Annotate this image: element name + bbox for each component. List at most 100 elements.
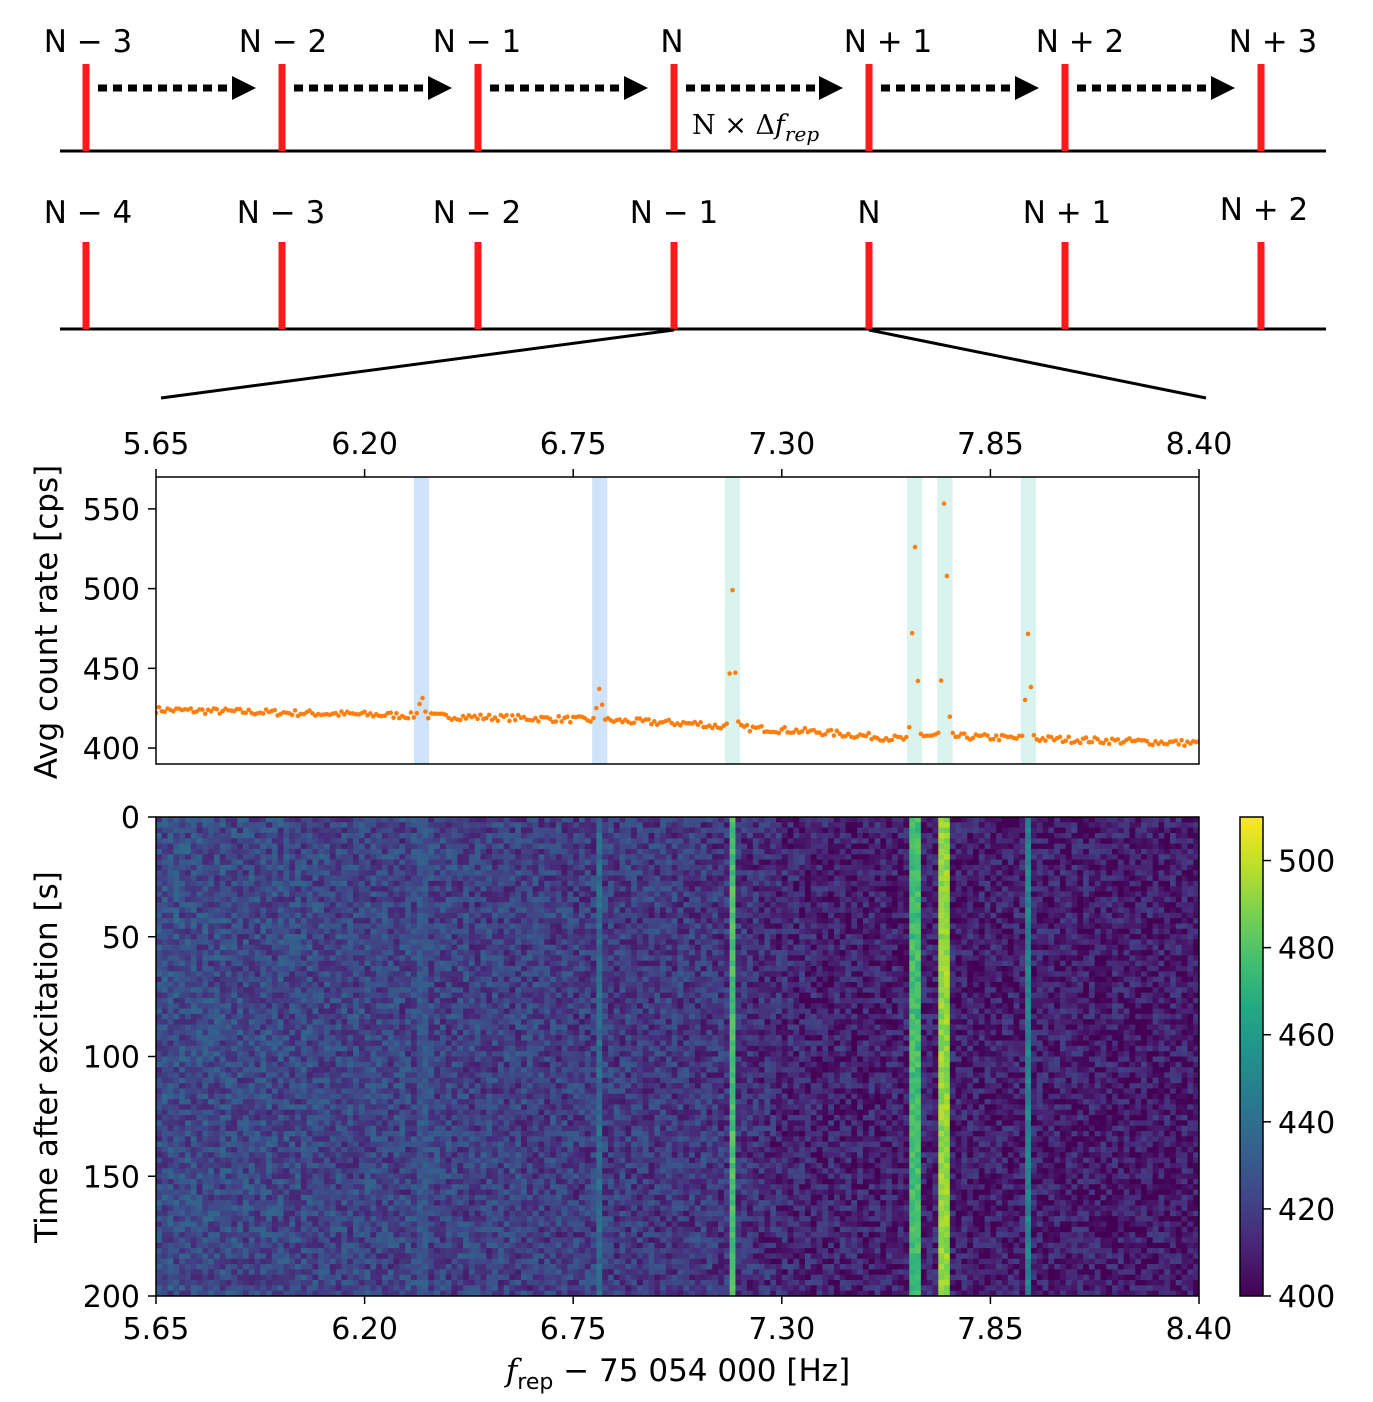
heatmap-cell (1164, 944, 1171, 951)
heatmap-cell (393, 896, 400, 903)
heatmap-cell (393, 875, 400, 882)
heatmap-cell (271, 891, 279, 898)
heatmap-cell (329, 950, 337, 956)
heatmap-cell (260, 944, 267, 951)
heatmap-cell (625, 934, 632, 940)
heatmap-cell (1013, 907, 1020, 914)
heatmap-cell (764, 902, 771, 908)
heatmap-cell (515, 875, 522, 882)
heatmap-cell (486, 923, 493, 930)
heatmap-cell (1059, 870, 1067, 876)
heatmap-cell (619, 944, 626, 951)
heatmap-cell (920, 891, 928, 898)
heatmap-cell (654, 918, 661, 924)
heatmap-cell (277, 944, 284, 951)
heatmap-cell (167, 838, 174, 845)
heatmap-cell (903, 859, 910, 866)
heatmap-cell (1112, 822, 1119, 829)
heatmap-cell (1083, 944, 1090, 951)
heatmap-cell (729, 944, 736, 951)
heatmap-cell (1112, 912, 1119, 919)
heatmap-cell (1059, 934, 1067, 940)
heatmap-cell (1007, 817, 1014, 823)
heatmap-cell (550, 859, 557, 866)
heatmap-cell (978, 848, 985, 855)
heatmap-cell (584, 875, 591, 882)
heatmap-cell (399, 880, 406, 887)
heatmap-cell (1152, 859, 1159, 866)
heatmap-cell (660, 923, 667, 930)
heatmap-cell (208, 875, 215, 882)
heatmap-cell (1048, 923, 1055, 930)
heatmap-cell (515, 928, 522, 935)
heatmap-cell (393, 907, 400, 914)
heatmap-cell (845, 838, 852, 845)
bottom-label-3: N − 2 (433, 195, 522, 231)
heatmap-cell (1181, 817, 1188, 823)
heatmap-cell (920, 902, 928, 908)
heatmap-cell (689, 907, 696, 914)
heatmap-cell (718, 838, 725, 845)
heatmap-cell (764, 944, 771, 951)
heatmap-cell (961, 864, 968, 871)
heatmap-cell (295, 902, 302, 908)
heatmap-cell (735, 822, 742, 829)
heatmap-cell (561, 944, 568, 951)
heatmap-cell (1141, 886, 1148, 892)
heatmap-cell (283, 891, 290, 898)
heatmap-cell (700, 934, 707, 940)
heatmap-cell (1094, 928, 1101, 935)
heatmap-cell (1129, 944, 1136, 951)
heatmap-cell (399, 939, 406, 946)
heatmap-cell (156, 923, 163, 930)
heatmap-cell (1181, 880, 1188, 887)
heatmap-cell (752, 848, 760, 855)
heatmap-cell (1164, 827, 1171, 834)
heatmap-cell (341, 848, 348, 855)
heatmap-cell (1146, 880, 1154, 887)
heatmap-cell (167, 880, 174, 887)
heatmap-cell (596, 859, 603, 866)
heatmap-cell (1007, 928, 1014, 935)
heatmap-cell (671, 843, 678, 850)
heatmap-cell (393, 928, 400, 935)
heatmap-cell (1152, 843, 1159, 850)
heatmap-cell (851, 875, 858, 882)
scatter-point (507, 718, 512, 724)
heatmap-cell (1088, 918, 1096, 924)
heatmap-cell (961, 918, 968, 924)
heatmap-cell (1100, 880, 1107, 887)
heatmap-cell (358, 918, 365, 924)
heatmap-cell (810, 923, 817, 930)
heatmap-cell (822, 854, 829, 860)
heatmap-cell (839, 939, 846, 946)
heatmap-cell (926, 902, 933, 908)
heatmap-cell (810, 838, 817, 845)
heatmap-cell (990, 918, 997, 924)
heatmap-cell (590, 848, 597, 855)
heatmap-cell (231, 891, 238, 898)
heatmap-cell (944, 928, 951, 935)
heatmap-cell (248, 950, 255, 956)
heatmap-cell (665, 907, 673, 914)
heatmap-cell (364, 918, 371, 924)
heatmap-cell (173, 854, 180, 860)
heatmap-cell (955, 880, 962, 887)
heatmap-cell (955, 838, 962, 845)
heatmap-cell (353, 944, 360, 951)
heatmap-cell (671, 854, 678, 860)
heatmap-cell (1077, 875, 1084, 882)
heatmap-cell (202, 822, 209, 829)
heatmap-cell (747, 891, 754, 898)
heatmap-cell (1152, 886, 1159, 892)
heatmap-cell (156, 944, 163, 951)
heatmap-cell (161, 918, 168, 924)
heatmap-cell (1042, 859, 1049, 866)
heatmap-cell (700, 870, 707, 876)
heatmap-cell (277, 907, 284, 914)
heatmap-cell (891, 848, 899, 855)
heatmap-cell (636, 843, 644, 850)
heatmap-cell (480, 832, 487, 839)
scatter-point (208, 708, 214, 714)
heatmap-cell (544, 912, 551, 919)
